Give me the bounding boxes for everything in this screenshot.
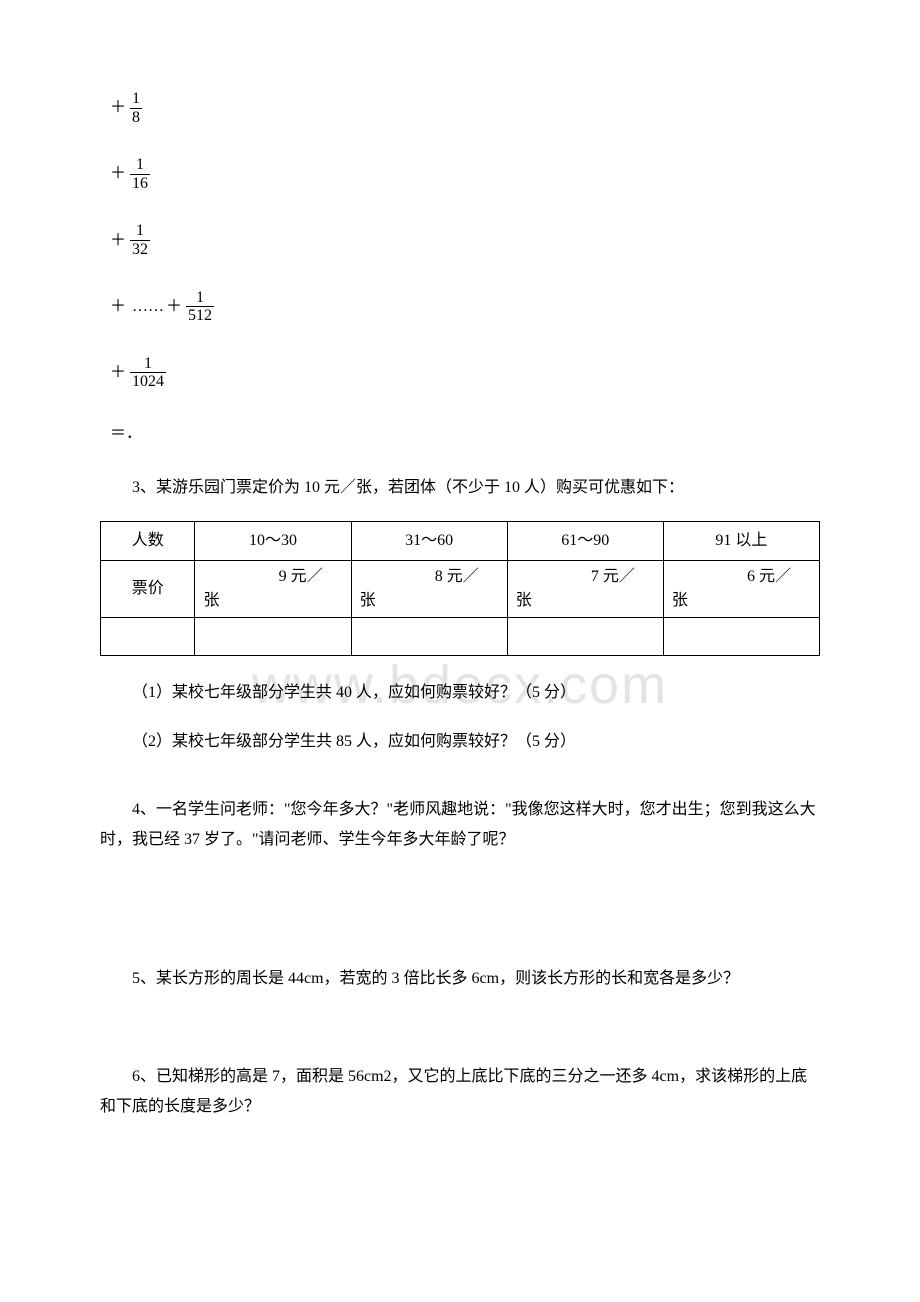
plus-sign: ＋: [110, 95, 126, 121]
price-unit: 张: [672, 589, 811, 613]
numerator: 1: [130, 222, 150, 241]
table-row-label: 票价: [101, 560, 195, 617]
numerator: 1: [186, 289, 214, 308]
price-value: 8 元／: [360, 565, 499, 589]
table-header: 人数: [101, 521, 195, 560]
table-row: 票价 9 元／ 张 8 元／ 张 7 元／ 张 6 元／ 张: [101, 560, 820, 617]
price-unit: 张: [516, 589, 655, 613]
price-value: 9 元／: [203, 565, 342, 589]
fraction: 1 1024: [130, 355, 166, 391]
equals-line: ＝．: [100, 421, 820, 447]
question-5: 5、某长方形的周长是 44cm，若宽的 3 倍比长多 6cm，则该长方形的长和宽…: [100, 964, 820, 994]
question-3-1: （1）某校七年级部分学生共 40 人，应如何购票较好？（5 分）: [100, 678, 820, 708]
table-row: 人数 10～30 31～60 61～90 91 以上: [101, 521, 820, 560]
page-content: ＋ 1 8 ＋ 1 16 ＋ 1 32 ＋ …… ＋ 1 512 ＋ 1 102…: [100, 90, 820, 1123]
ellipsis: ……: [132, 294, 164, 320]
table-cell-empty: [507, 617, 663, 656]
question-3-2: （2）某校七年级部分学生共 85 人，应如何购票较好？（5 分）: [100, 727, 820, 757]
price-unit: 张: [360, 589, 499, 613]
fraction-term-3: ＋ 1 32: [100, 222, 820, 258]
question-3-intro: 3、某游乐园门票定价为 10 元／张，若团体（不少于 10 人）购买可优惠如下：: [100, 473, 820, 503]
plus-sign: ＋: [110, 360, 126, 386]
denominator: 32: [130, 241, 150, 259]
table-cell-empty: [663, 617, 819, 656]
fraction: 1 8: [130, 90, 142, 126]
table-header: 91 以上: [663, 521, 819, 560]
denominator: 16: [130, 175, 150, 193]
numerator: 1: [130, 90, 142, 109]
table-cell: 9 元／ 张: [195, 560, 351, 617]
table-row: [101, 617, 820, 656]
denominator: 512: [186, 307, 214, 325]
denominator: 8: [130, 109, 142, 127]
fraction-term-last: ＋ 1 1024: [100, 355, 820, 391]
table-cell-empty: [351, 617, 507, 656]
plus-sign: ＋: [110, 228, 126, 254]
question-4: 4、一名学生问老师："您今年多大？"老师风趣地说："我像您这样大时，您才出生；您…: [100, 795, 820, 856]
denominator: 1024: [130, 373, 166, 391]
price-value: 7 元／: [516, 565, 655, 589]
price-value: 6 元／: [672, 565, 811, 589]
table-cell: 8 元／ 张: [351, 560, 507, 617]
fraction-term-2: ＋ 1 16: [100, 156, 820, 192]
numerator: 1: [130, 355, 166, 374]
price-unit: 张: [203, 589, 342, 613]
fraction: 1 512: [186, 289, 214, 325]
plus-sign: ＋: [110, 161, 126, 187]
table-cell: 7 元／ 张: [507, 560, 663, 617]
plus-sign: ＋: [166, 294, 182, 320]
table-header: 61～90: [507, 521, 663, 560]
plus-sign: ＋: [110, 294, 126, 320]
question-6: 6、已知梯形的高是 7，面积是 56cm2，又它的上底比下底的三分之一还多 4c…: [100, 1062, 820, 1123]
fraction-term-1: ＋ 1 8: [100, 90, 820, 126]
fraction: 1 32: [130, 222, 150, 258]
fraction: 1 16: [130, 156, 150, 192]
table-header: 10～30: [195, 521, 351, 560]
table-cell-empty: [195, 617, 351, 656]
numerator: 1: [130, 156, 150, 175]
table-header: 31～60: [351, 521, 507, 560]
table-cell: 6 元／ 张: [663, 560, 819, 617]
price-table: 人数 10～30 31～60 61～90 91 以上 票价 9 元／ 张 8 元…: [100, 521, 820, 656]
fraction-term-ellipsis: ＋ …… ＋ 1 512: [100, 289, 820, 325]
table-cell-empty: [101, 617, 195, 656]
